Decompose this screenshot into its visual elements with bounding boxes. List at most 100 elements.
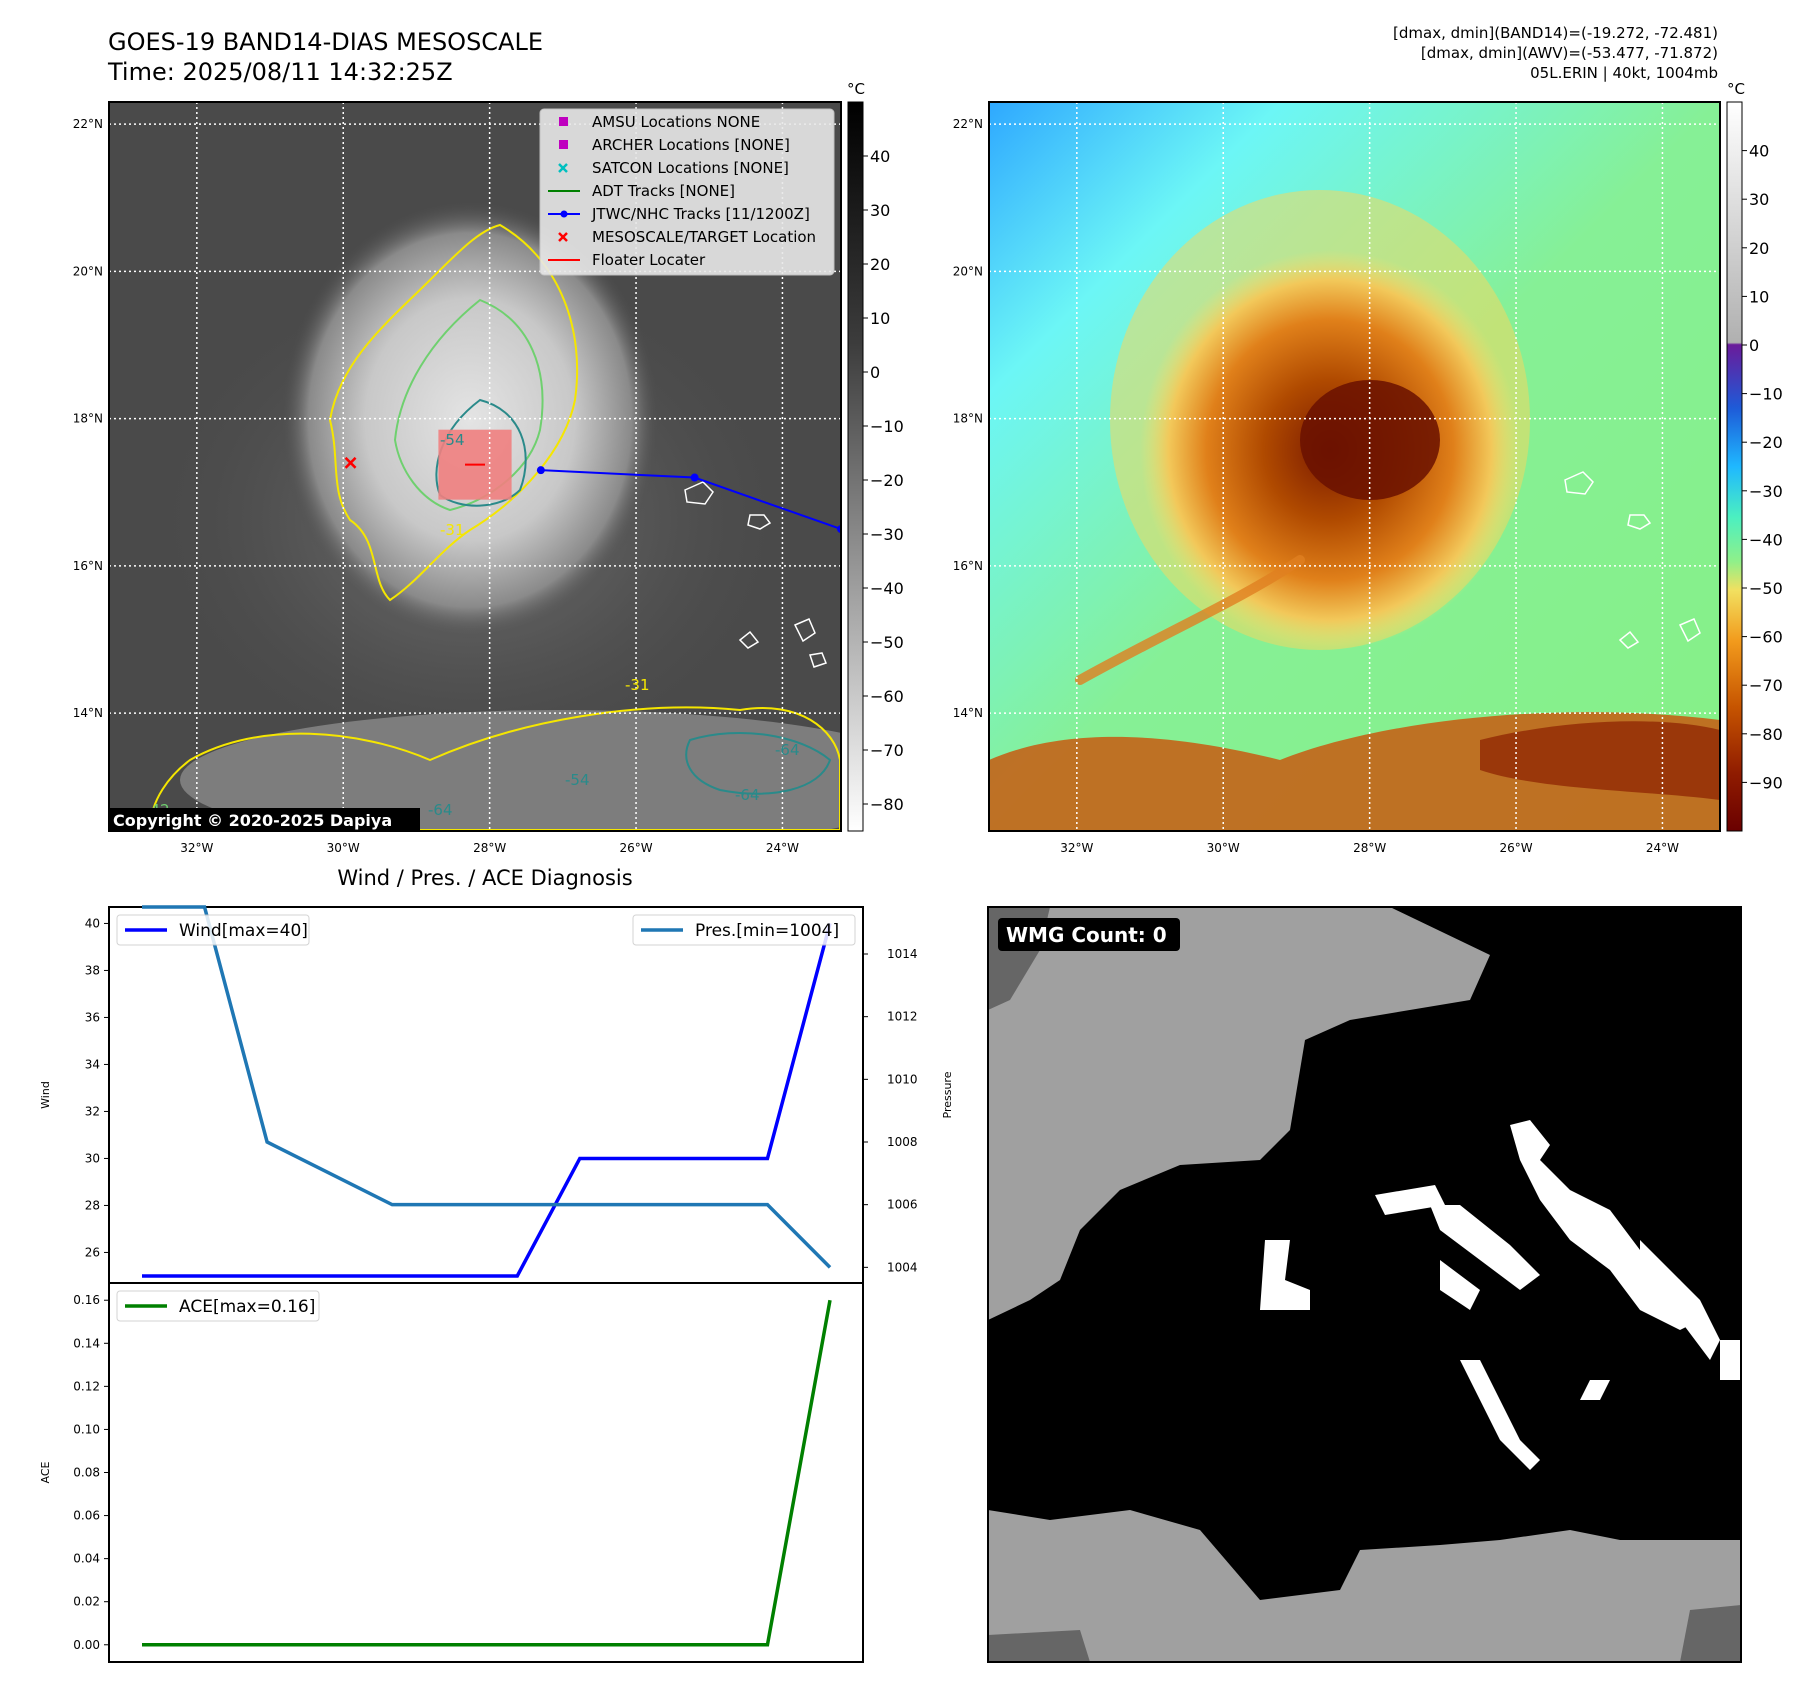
- colorbar-tick-label: −20: [870, 471, 904, 490]
- colorbar-tick-label: 20: [870, 255, 890, 274]
- wmg-frame: [987, 906, 1742, 1663]
- wmg-panel: WMG Count: 0: [987, 906, 1742, 1663]
- lon-tick-label: 24°W: [766, 841, 799, 855]
- legend-label: MESOSCALE/TARGET Location: [592, 228, 816, 246]
- y-tick-label: 28: [85, 1198, 100, 1212]
- chart-legend-box: [116, 914, 310, 946]
- colorbar-tick-label: −60: [870, 687, 904, 706]
- lat-tick-label: 14°N: [73, 706, 103, 720]
- wmg-count-label: WMG Count: 0: [1006, 923, 1167, 947]
- y-tick-label: 0.14: [73, 1336, 100, 1350]
- legend-entry: JTWC/NHC Tracks [11/1200Z]: [548, 205, 810, 223]
- y-tick-label: 38: [85, 963, 100, 977]
- lon-tick-label: 26°W: [1499, 841, 1532, 855]
- colorbar-tick-label: 10: [870, 309, 890, 328]
- copyright-text: Copyright © 2020-2025 Dapiya: [113, 811, 392, 830]
- track-point: [536, 466, 545, 475]
- contour-label: -64: [735, 786, 760, 804]
- info-line-3: 05L.ERIN | 40kt, 1004mb: [1530, 64, 1718, 82]
- gray-colorbar-unit: °C: [847, 80, 865, 98]
- colorbar-tick-label: −90: [1749, 773, 1783, 792]
- lat-tick-label: 14°N: [953, 706, 983, 720]
- contour-label: -31: [440, 521, 465, 539]
- color-map-panel: [989, 102, 1720, 831]
- y-axis-label: Wind: [39, 1081, 52, 1109]
- colorbar-tick-label: 30: [1749, 190, 1769, 209]
- lon-tick-label: 30°W: [1207, 841, 1240, 855]
- y-tick-label: 0.06: [73, 1509, 100, 1523]
- lat-tick-label: 20°N: [73, 264, 103, 278]
- lat-tick-label: 20°N: [953, 264, 983, 278]
- colorbar-tick-label: 0: [870, 363, 880, 382]
- legend-label: ARCHER Locations [NONE]: [592, 136, 790, 154]
- ir-central-cloud: [280, 200, 660, 640]
- color-spiral-band: [1075, 555, 1305, 685]
- contour-label: -64: [428, 801, 453, 819]
- y-tick-label: 0.08: [73, 1466, 100, 1480]
- chart-frame: [108, 906, 864, 1284]
- chart-legend-box: [632, 914, 856, 946]
- y-right-tick-label: 1006: [887, 1198, 918, 1212]
- y-right-tick-label: 1004: [887, 1260, 918, 1274]
- y-right-tick-label: 1010: [887, 1072, 918, 1086]
- color-grid: [989, 102, 1720, 831]
- colorbar-tick-label: 10: [1749, 287, 1769, 306]
- lat-tick-label: 18°N: [73, 412, 103, 426]
- chart-legend: ACE[max=0.16]: [116, 1290, 320, 1322]
- ir-cloud-yellow-contour: [328, 223, 579, 602]
- colorbar-tick-label: −10: [870, 417, 904, 436]
- colorbar-tick-label: −80: [1749, 725, 1783, 744]
- lat-tick-label: 16°N: [73, 559, 103, 573]
- target-x-stroke: [344, 456, 357, 469]
- legend-label: AMSU Locations NONE: [592, 113, 760, 131]
- colorbar-tick-label: −50: [1749, 579, 1783, 598]
- contour-label: -54: [565, 771, 590, 789]
- chart-legend: Wind[max=40]: [116, 914, 310, 946]
- legend-entry: AMSU Locations NONE: [559, 113, 760, 131]
- color-south-cloud-dark: [1480, 721, 1720, 800]
- y-tick-label: 0.02: [73, 1595, 100, 1609]
- y-tick-label: 0.00: [73, 1638, 100, 1652]
- lat-tick-label: 16°N: [953, 559, 983, 573]
- ir-coastline-islands: [684, 481, 827, 668]
- colorbar-tick-label: 20: [1749, 239, 1769, 258]
- y-tick-label: 40: [85, 916, 100, 930]
- y-tick-label: 30: [85, 1151, 100, 1165]
- colorbar-tick-label: −80: [870, 795, 904, 814]
- colorbar-tick-label: −70: [870, 741, 904, 760]
- lat-tick-label: 18°N: [953, 412, 983, 426]
- info-line-1: [dmax, dmin](BAND14)=(-19.272, -72.481): [1393, 24, 1718, 42]
- legend-label: JTWC/NHC Tracks [11/1200Z]: [591, 205, 810, 223]
- color-colorbar-unit: °C: [1727, 80, 1745, 98]
- colorbar-tick-label: 30: [870, 201, 890, 220]
- colorbar-tick-label: −30: [870, 525, 904, 544]
- wind-pressure-chart: 26 28 30 32 34 36 38 40 Wind 1004 1006 1008 1010 1012…: [39, 905, 954, 1284]
- title-line-1: GOES-19 BAND14-DIAS MESOSCALE: [108, 28, 543, 56]
- ir-cloud-green-contour: [393, 298, 544, 512]
- diagnosis-title: Wind / Pres. / ACE Diagnosis: [337, 866, 632, 890]
- legend-square-marker: [559, 140, 568, 149]
- colorbar-tick-label: −70: [1749, 676, 1783, 695]
- y-tick-label: 26: [85, 1245, 100, 1259]
- chart-legend-box: [116, 1290, 320, 1322]
- lon-tick-label: 28°W: [473, 841, 506, 855]
- y-axis-label: ACE: [39, 1461, 52, 1483]
- color-eye-region: [1300, 380, 1440, 500]
- series-line-0: [142, 1299, 832, 1647]
- gray-colorbar-bar: [847, 101, 864, 832]
- color-map-axis-labels: 22°N 20°N 18°N 16°N 14°N 32°W 30°W 28°W 26°W 24°W: [953, 117, 1679, 855]
- wmg-gray-region-north: [988, 907, 1490, 1320]
- legend-entry: SATCON Locations [NONE]: [558, 159, 789, 177]
- contour-label: -64: [775, 741, 800, 759]
- colorbar-tick-label: 0: [1749, 336, 1759, 355]
- y-tick-label: 0.04: [73, 1552, 100, 1566]
- ir-south-teal-contour: [685, 731, 832, 795]
- wmg-dark-corner-se: [1680, 1605, 1741, 1662]
- title-line-2: Time: 2025/08/11 14:32:25Z: [107, 58, 453, 86]
- legend-entry: ADT Tracks [NONE]: [548, 182, 735, 200]
- colorbar-tick-label: −40: [1749, 530, 1783, 549]
- contour-label: -54: [440, 431, 465, 449]
- colorbar-tick-label: −30: [1749, 482, 1783, 501]
- lat-tick-label: 22°N: [73, 117, 103, 131]
- colorbar-tick-label: −20: [1749, 433, 1783, 452]
